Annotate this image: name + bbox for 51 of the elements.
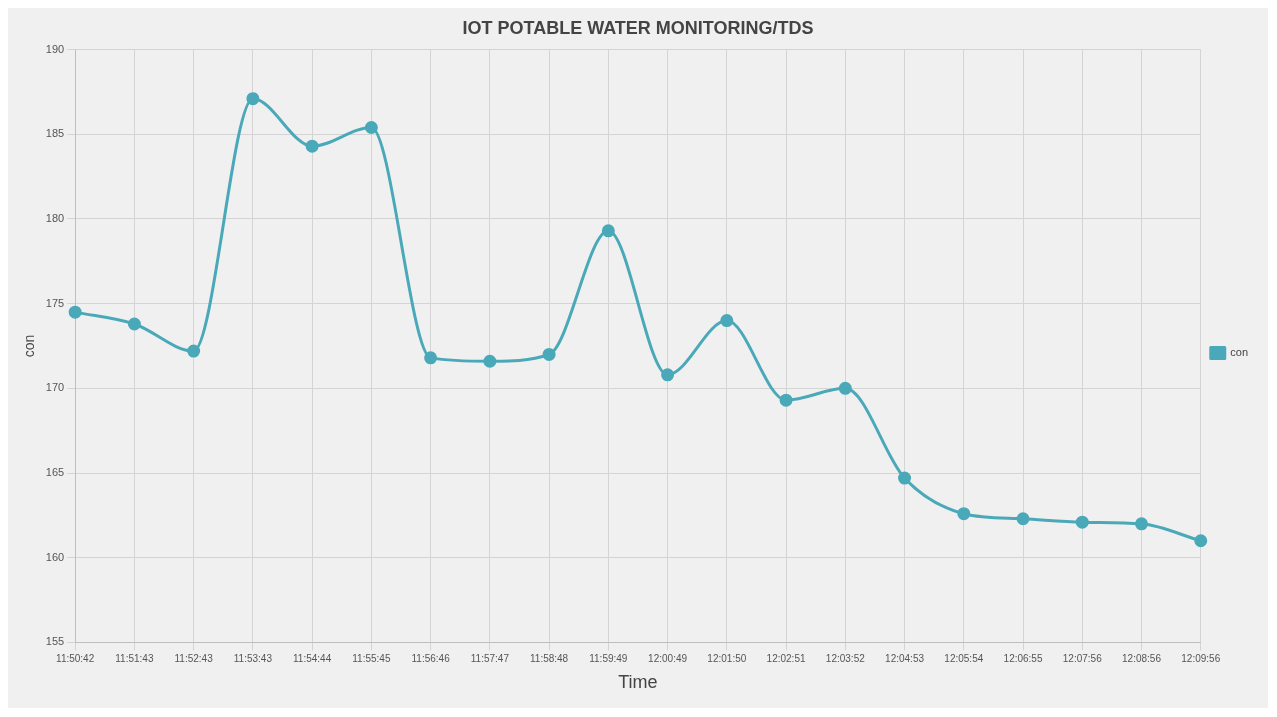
- x-tick-label: 12:07:56: [1062, 653, 1103, 665]
- x-tick-label: 12:03:52: [825, 653, 866, 665]
- y-axis-title: con: [21, 334, 38, 358]
- y-tick-label: 160: [45, 550, 65, 563]
- x-axis-title: Time: [618, 672, 658, 693]
- x-tick-label: 12:02:51: [766, 653, 806, 665]
- point: [957, 507, 971, 521]
- point: [779, 393, 793, 407]
- x-tick-label: 12:05:54: [944, 653, 984, 665]
- point: [1135, 517, 1149, 531]
- point: [1194, 534, 1208, 548]
- x-tick-label: 11:57:47: [470, 653, 510, 665]
- point: [720, 314, 734, 328]
- legend-label: con: [1230, 346, 1249, 359]
- x-tick-label: 12:06:55: [1003, 653, 1043, 665]
- point: [187, 344, 201, 358]
- x-tick-label: 12:09:56: [1181, 653, 1221, 665]
- x-tick-label: 12:00:49: [648, 653, 688, 665]
- x-tick-label: 12:04:53: [885, 653, 925, 665]
- point: [601, 224, 615, 238]
- point: [246, 92, 260, 106]
- point: [661, 368, 675, 382]
- x-tick-label: 11:55:45: [352, 653, 391, 665]
- y-tick-label: 180: [45, 212, 65, 224]
- chart-title: IOT POTABLE WATER MONITORING/TDS: [462, 17, 814, 38]
- point: [483, 354, 497, 368]
- y-tick-label: 185: [45, 127, 65, 140]
- point: [1075, 515, 1089, 529]
- x-tick-label: 11:52:43: [174, 653, 214, 665]
- point: [1016, 512, 1030, 526]
- x-tick-label: 11:53:43: [233, 653, 273, 665]
- y-tick-label: 175: [45, 296, 65, 309]
- point: [898, 471, 912, 485]
- y-tick-label: 165: [45, 466, 65, 479]
- x-tick-label: 11:50:42: [56, 653, 95, 665]
- y-tick-label: 170: [45, 381, 65, 394]
- x-tick-label: 12:01:50: [707, 653, 747, 665]
- point: [838, 381, 852, 395]
- point: [542, 347, 556, 361]
- x-tick-label: 11:59:49: [589, 653, 628, 665]
- x-tick-label: 11:56:46: [411, 653, 451, 665]
- x-tick-label: 11:54:44: [293, 653, 332, 665]
- y-tick-label: 155: [45, 635, 65, 648]
- point: [127, 317, 141, 331]
- point: [364, 121, 378, 135]
- y-tick-label: 190: [45, 42, 65, 55]
- point: [424, 351, 438, 365]
- x-tick-label: 11:51:43: [115, 653, 154, 665]
- point: [305, 139, 319, 153]
- x-tick-label: 11:58:48: [530, 653, 569, 665]
- x-tick-label: 12:08:56: [1122, 653, 1162, 665]
